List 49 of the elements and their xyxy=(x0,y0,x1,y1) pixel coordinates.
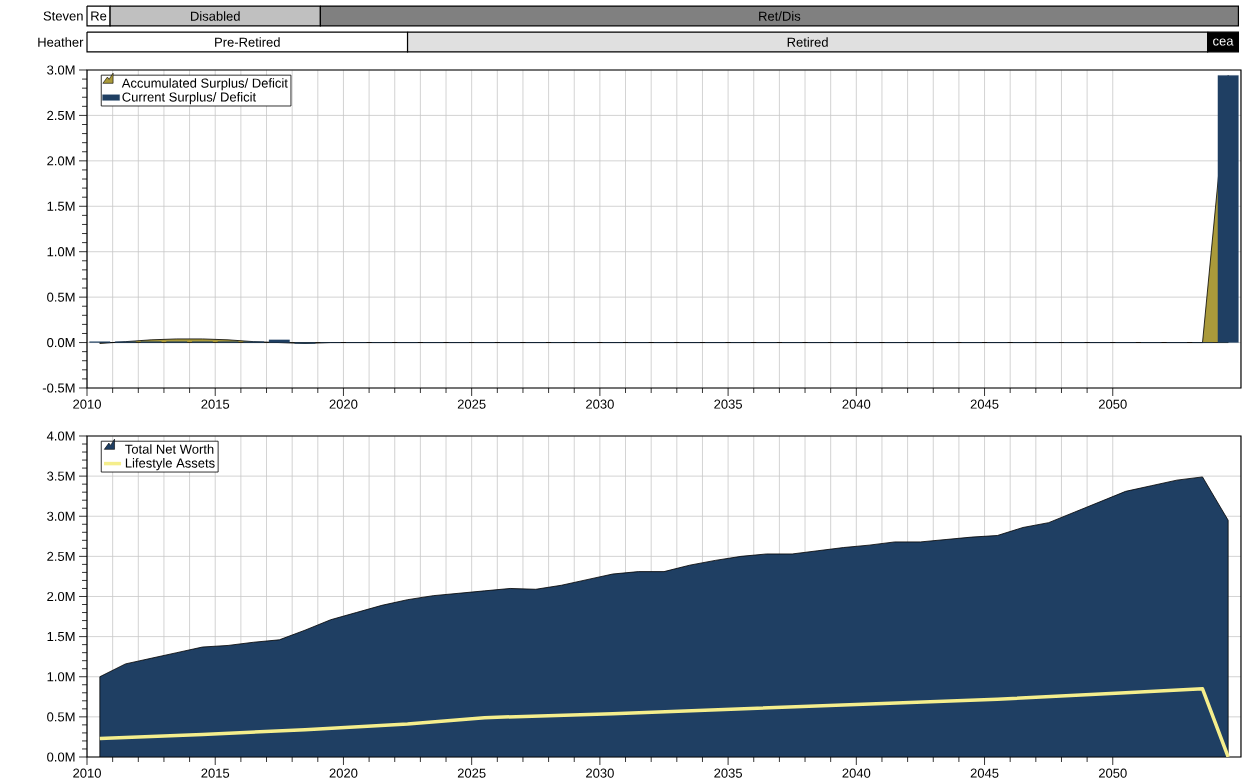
x-tick-label: 2015 xyxy=(201,399,230,409)
x-tick-label: 2030 xyxy=(586,768,614,778)
x-tick-label: 2030 xyxy=(586,399,614,409)
x-tick-label: 2045 xyxy=(970,768,999,778)
y-tick-label: 1.5M xyxy=(47,632,75,642)
y-tick-label: 0.0M xyxy=(47,337,75,348)
x-tick-label: 2050 xyxy=(1098,768,1127,778)
x-tick-label: 2020 xyxy=(329,768,358,778)
y-tick-label: 2.0M xyxy=(47,591,75,602)
y-tick-label: 0.5M xyxy=(47,292,75,302)
x-tick-label: 2010 xyxy=(73,399,101,409)
x-tick-label: 2025 xyxy=(457,399,486,409)
x-tick-label: 2035 xyxy=(714,768,743,778)
y-tick-label: 0.0M xyxy=(47,752,75,762)
y-tick-label: Heather xyxy=(38,37,84,47)
x-tick-label: 2045 xyxy=(970,399,999,409)
annotation: Retired xyxy=(787,37,828,47)
legend-label: Lifestyle Assets xyxy=(125,458,215,471)
y-tick-label: 2.0M xyxy=(47,156,75,166)
y-tick-label: 0.5M xyxy=(47,712,75,722)
annotation: Re xyxy=(91,11,107,21)
y-tick-label: 1.0M xyxy=(47,672,75,682)
x-tick-label: 2025 xyxy=(457,768,486,778)
y-tick-label: 3.0M xyxy=(47,511,75,521)
y-tick-label: 2.5M xyxy=(47,551,75,561)
annotation: cea xyxy=(1213,38,1234,46)
bar xyxy=(268,339,290,343)
annotation: Disabled xyxy=(191,11,240,21)
x-tick-label: 2040 xyxy=(842,399,871,409)
x-tick-label: 2035 xyxy=(714,399,743,409)
x-tick-label: 2015 xyxy=(201,768,230,778)
y-tick-label: -0.5M xyxy=(42,383,75,393)
y-tick-label: 1.5M xyxy=(47,201,75,211)
y-tick-label: 3.0M xyxy=(47,65,75,75)
annotation: Ret/Dis xyxy=(759,11,801,21)
y-tick-label: 2.5M xyxy=(47,110,75,121)
y-tick-label: 3.5M xyxy=(47,471,75,481)
x-tick-label: 2050 xyxy=(1098,399,1127,409)
x-tick-label: 2040 xyxy=(842,768,871,778)
x-tick-label: 2020 xyxy=(329,399,358,409)
bar xyxy=(1217,75,1239,343)
y-tick-label: 4.0M xyxy=(46,431,75,441)
y-tick-label: Steven xyxy=(43,11,83,21)
y-tick-label: 1.0M xyxy=(47,247,75,257)
legend-label: Current Surplus/ Deficit xyxy=(122,92,257,105)
text: Total Net Worth xyxy=(125,444,214,454)
x-tick-label: 2010 xyxy=(73,768,101,778)
annotation: Pre-Retired xyxy=(215,37,280,47)
legend-label: Accumulated Surplus/ Deficit xyxy=(121,78,288,91)
